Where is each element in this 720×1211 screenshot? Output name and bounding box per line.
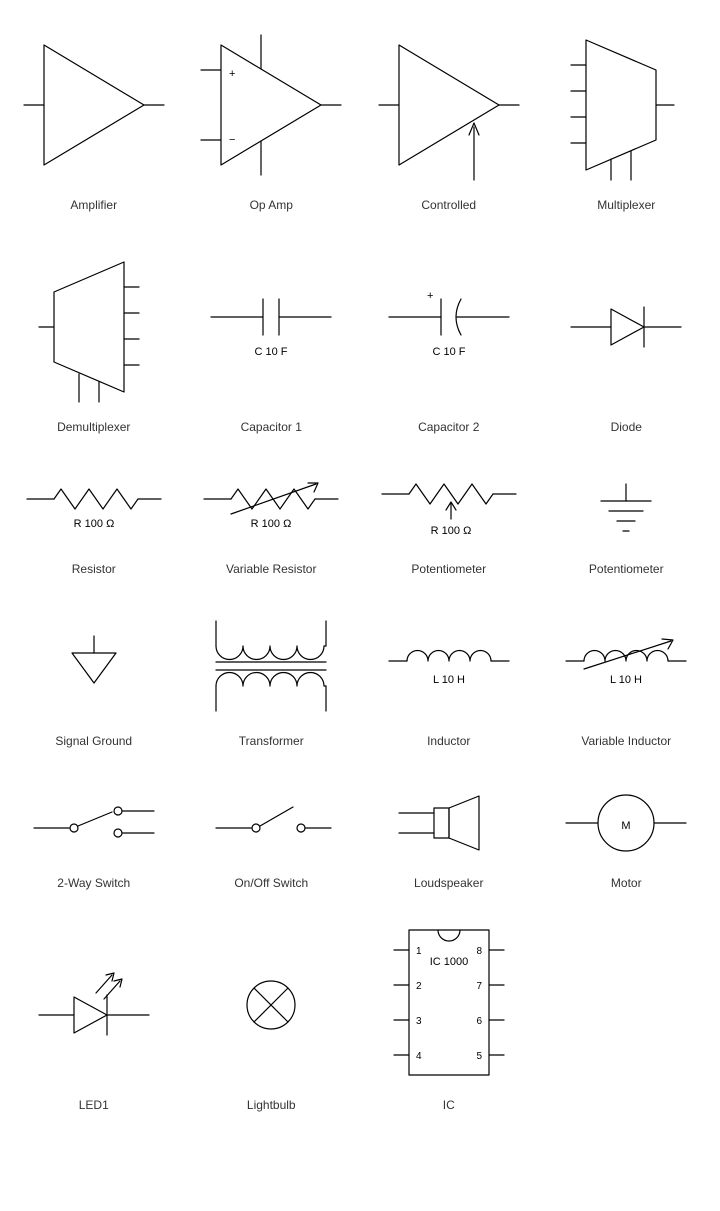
cell-led: LED1 (10, 920, 178, 1112)
cell-empty (543, 920, 711, 1112)
cell-opamp: + − Op Amp (188, 20, 356, 212)
svg-text:7: 7 (476, 981, 482, 992)
cell-ic: IC 1000 1 2 3 4 8 7 6 5 IC (365, 920, 533, 1112)
varinductor-icon: L 10 H (546, 606, 706, 726)
svg-text:L 10 H: L 10 H (610, 674, 642, 686)
svg-text:L 10 H: L 10 H (433, 674, 465, 686)
signalground-label: Signal Ground (55, 734, 132, 748)
demultiplexer-icon (14, 242, 174, 412)
svg-text:4: 4 (416, 1051, 422, 1062)
svg-text:8: 8 (476, 946, 482, 957)
svg-text:R 100 Ω: R 100 Ω (251, 518, 292, 530)
diode-icon (546, 242, 706, 412)
cell-varresistor: R 100 Ω Variable Resistor (188, 464, 356, 576)
cell-inductor: L 10 H Inductor (365, 606, 533, 748)
potentiometer-label: Potentiometer (411, 562, 486, 576)
cell-amplifier: Amplifier (10, 20, 178, 212)
svg-text:3: 3 (416, 1016, 422, 1027)
symbol-grid: Amplifier + − Op Amp (10, 20, 710, 1112)
cell-ground: Potentiometer (543, 464, 711, 576)
resistor-label: Resistor (72, 562, 116, 576)
cell-demultiplexer: Demultiplexer (10, 242, 178, 434)
resistor-icon: R 100 Ω (14, 464, 174, 554)
multiplexer-icon (546, 20, 706, 190)
svg-text:5: 5 (476, 1051, 482, 1062)
multiplexer-label: Multiplexer (597, 198, 655, 212)
inductor-label: Inductor (427, 734, 470, 748)
varresistor-label: Variable Resistor (226, 562, 316, 576)
led-icon (14, 920, 174, 1090)
amplifier-icon (14, 20, 174, 190)
svg-text:M: M (622, 820, 631, 832)
cell-controlled: Controlled (365, 20, 533, 212)
switchonoff-label: On/Off Switch (234, 876, 308, 890)
led-label: LED1 (79, 1098, 109, 1112)
controlled-label: Controlled (421, 198, 476, 212)
svg-text:IC 1000: IC 1000 (429, 956, 468, 968)
ground-label: Potentiometer (589, 562, 664, 576)
transformer-icon (191, 606, 351, 726)
signalground-icon (14, 606, 174, 726)
diode-label: Diode (611, 420, 642, 434)
svg-text:6: 6 (476, 1016, 482, 1027)
loudspeaker-icon (369, 778, 529, 868)
switchonoff-icon (191, 778, 351, 868)
capacitor1-label: Capacitor 1 (241, 420, 302, 434)
svg-text:R 100 Ω: R 100 Ω (430, 525, 471, 537)
loudspeaker-label: Loudspeaker (414, 876, 483, 890)
svg-text:C 10 F: C 10 F (432, 346, 465, 358)
cell-potentiometer: R 100 Ω Potentiometer (365, 464, 533, 576)
capacitor2-label: Capacitor 2 (418, 420, 479, 434)
motor-label: Motor (611, 876, 642, 890)
cell-resistor: R 100 Ω Resistor (10, 464, 178, 576)
cell-varinductor: L 10 H Variable Inductor (543, 606, 711, 748)
opamp-label: Op Amp (250, 198, 293, 212)
motor-icon: M (546, 778, 706, 868)
cell-lightbulb: Lightbulb (188, 920, 356, 1112)
switch2way-icon (14, 778, 174, 868)
ic-icon: IC 1000 1 2 3 4 8 7 6 5 (369, 920, 529, 1090)
capacitor1-icon: C 10 F (191, 242, 351, 412)
inductor-icon: L 10 H (369, 606, 529, 726)
cell-signalground: Signal Ground (10, 606, 178, 748)
lightbulb-icon (191, 920, 351, 1090)
svg-text:1: 1 (416, 946, 422, 957)
svg-text:C 10 F: C 10 F (255, 346, 288, 358)
cell-loudspeaker: Loudspeaker (365, 778, 533, 890)
ground-icon (546, 464, 706, 554)
opamp-icon: + − (191, 20, 351, 190)
capacitor2-icon: + C 10 F (369, 242, 529, 412)
cell-motor: M Motor (543, 778, 711, 890)
varresistor-icon: R 100 Ω (191, 464, 351, 554)
svg-text:−: − (229, 134, 235, 146)
demultiplexer-label: Demultiplexer (57, 420, 130, 434)
svg-text:2: 2 (416, 981, 422, 992)
cell-transformer: Transformer (188, 606, 356, 748)
svg-text:+: + (427, 290, 433, 302)
cell-switchonoff: On/Off Switch (188, 778, 356, 890)
cell-diode: Diode (543, 242, 711, 434)
switch2way-label: 2-Way Switch (57, 876, 130, 890)
cell-capacitor1: C 10 F Capacitor 1 (188, 242, 356, 434)
varinductor-label: Variable Inductor (581, 734, 671, 748)
controlled-icon (369, 20, 529, 190)
transformer-label: Transformer (239, 734, 304, 748)
cell-capacitor2: + C 10 F Capacitor 2 (365, 242, 533, 434)
amplifier-label: Amplifier (70, 198, 117, 212)
cell-switch2way: 2-Way Switch (10, 778, 178, 890)
svg-text:R 100 Ω: R 100 Ω (73, 518, 114, 530)
potentiometer-icon: R 100 Ω (369, 464, 529, 554)
ic-label: IC (443, 1098, 455, 1112)
lightbulb-label: Lightbulb (247, 1098, 296, 1112)
svg-text:+: + (229, 68, 235, 80)
cell-multiplexer: Multiplexer (543, 20, 711, 212)
